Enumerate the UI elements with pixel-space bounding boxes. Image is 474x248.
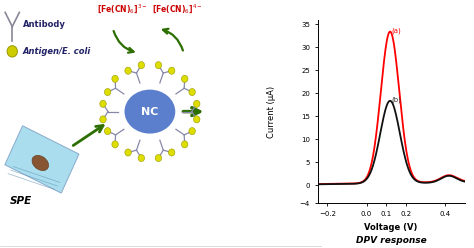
Circle shape bbox=[100, 100, 106, 107]
Circle shape bbox=[7, 46, 18, 57]
X-axis label: Voltage (V): Voltage (V) bbox=[365, 222, 418, 232]
Circle shape bbox=[138, 155, 145, 162]
Circle shape bbox=[104, 89, 111, 96]
Ellipse shape bbox=[32, 155, 48, 171]
FancyArrowPatch shape bbox=[163, 29, 183, 51]
Text: DPV response: DPV response bbox=[356, 236, 427, 245]
Circle shape bbox=[112, 75, 118, 82]
Circle shape bbox=[182, 75, 188, 82]
Circle shape bbox=[193, 116, 200, 123]
Circle shape bbox=[193, 100, 200, 107]
Circle shape bbox=[125, 149, 131, 156]
Circle shape bbox=[112, 141, 118, 148]
Text: SPE: SPE bbox=[9, 196, 32, 206]
Circle shape bbox=[182, 141, 188, 148]
Text: Antibody: Antibody bbox=[23, 20, 65, 29]
Text: [Fe(CN)$_6$]$^{4-}$: [Fe(CN)$_6$]$^{4-}$ bbox=[152, 2, 202, 16]
Text: [Fe(CN)$_6$]$^{3-}$: [Fe(CN)$_6$]$^{3-}$ bbox=[97, 2, 148, 16]
Circle shape bbox=[168, 67, 175, 74]
Circle shape bbox=[189, 89, 195, 96]
Circle shape bbox=[155, 155, 162, 162]
Y-axis label: Current (μA): Current (μA) bbox=[267, 86, 276, 138]
Polygon shape bbox=[5, 126, 79, 193]
Text: (b): (b) bbox=[391, 96, 401, 102]
Circle shape bbox=[168, 149, 175, 156]
Text: NC: NC bbox=[141, 107, 159, 117]
Circle shape bbox=[138, 62, 145, 69]
FancyArrowPatch shape bbox=[114, 31, 134, 53]
Circle shape bbox=[100, 116, 106, 123]
Circle shape bbox=[104, 127, 111, 135]
Circle shape bbox=[155, 62, 162, 69]
Text: (a): (a) bbox=[391, 27, 401, 34]
Ellipse shape bbox=[123, 89, 176, 135]
Circle shape bbox=[189, 127, 195, 135]
Text: Antigen/E. coli: Antigen/E. coli bbox=[23, 47, 91, 56]
Circle shape bbox=[125, 67, 131, 74]
